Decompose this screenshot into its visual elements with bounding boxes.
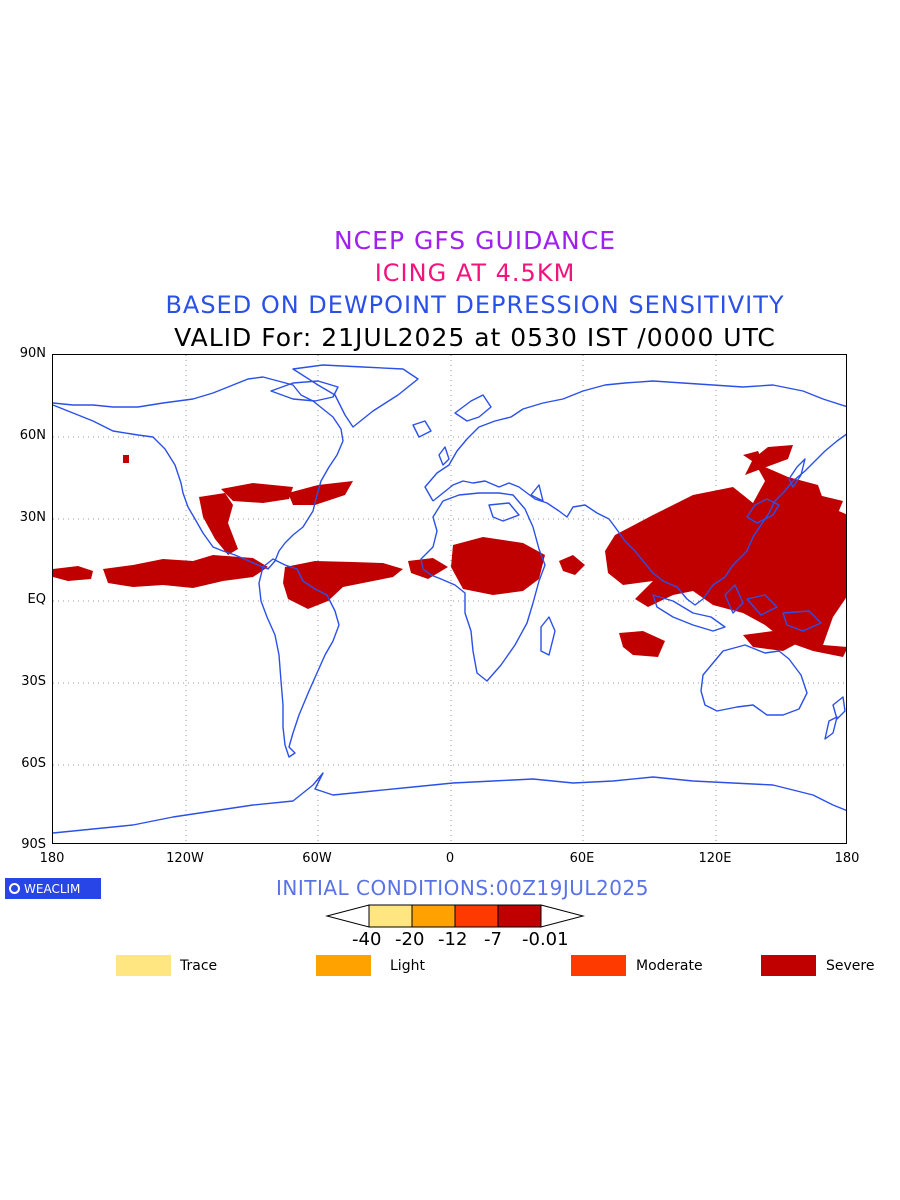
legend-light-swatch <box>316 955 371 976</box>
colorbar-low-arrow <box>325 904 370 928</box>
colorbar-tick-label: -7 <box>484 929 502 950</box>
lat-label-30s: 30S <box>21 674 46 689</box>
lat-label-90s: 90S <box>21 837 46 852</box>
logo-ring-icon <box>9 883 20 894</box>
legend-trace-swatch <box>116 955 171 976</box>
colorbar <box>325 904 585 928</box>
legend-severe-label: Severe <box>826 958 875 974</box>
initial-conditions: INITIAL CONDITIONS:00Z19JUL2025 <box>276 876 649 900</box>
valid-time: VALID For: 21JUL2025 at 0530 IST /0000 U… <box>174 323 776 352</box>
chart-title: NCEP GFS GUIDANCE <box>333 226 616 255</box>
lon-label-120w: 120W <box>166 851 204 866</box>
lon-label-60w: 60W <box>302 851 332 866</box>
legend-light-label: Light <box>390 958 425 974</box>
colorbar-severe-bin <box>497 904 542 928</box>
legend-moderate-label: Moderate <box>636 958 703 974</box>
coastlines <box>53 364 846 834</box>
logo-text: WEACLIM <box>24 881 81 896</box>
colorbar-tick-label: -0.01 <box>522 929 569 950</box>
lat-label-60s: 60S <box>21 756 46 771</box>
lon-label-60e: 60E <box>569 851 595 866</box>
legend-severe-swatch <box>761 955 816 976</box>
colorbar-high-arrow <box>540 904 585 928</box>
map-canvas <box>53 355 846 843</box>
colorbar-moderate-bin <box>454 904 499 928</box>
lat-label-eq: EQ <box>27 592 46 607</box>
lon-label-0: 0 <box>445 851 455 866</box>
lat-label-30n: 30N <box>19 510 46 525</box>
colorbar-tick-label: -20 <box>395 929 425 950</box>
icing-severe-areas <box>53 445 846 657</box>
weaclim-logo[interactable]: WEACLIM <box>5 878 101 899</box>
lon-label-120e: 120E <box>698 851 732 866</box>
legend-moderate-swatch <box>571 955 626 976</box>
lon-label-180w: 180 <box>39 851 65 866</box>
lat-label-90n: 90N <box>19 346 46 361</box>
colorbar-tick-label: -40 <box>352 929 382 950</box>
chart-subtitle-method: BASED ON DEWPOINT DEPRESSION SENSITIVITY <box>165 291 785 319</box>
colorbar-tick-label: -12 <box>438 929 468 950</box>
lon-label-180e: 180 <box>834 851 860 866</box>
world-map <box>52 354 847 844</box>
legend-trace-label: Trace <box>180 958 218 974</box>
colorbar-light-bin <box>411 904 456 928</box>
chart-subtitle-level: ICING AT 4.5KM <box>374 259 576 287</box>
colorbar-trace-bin <box>368 904 413 928</box>
lat-label-60n: 60N <box>19 428 46 443</box>
